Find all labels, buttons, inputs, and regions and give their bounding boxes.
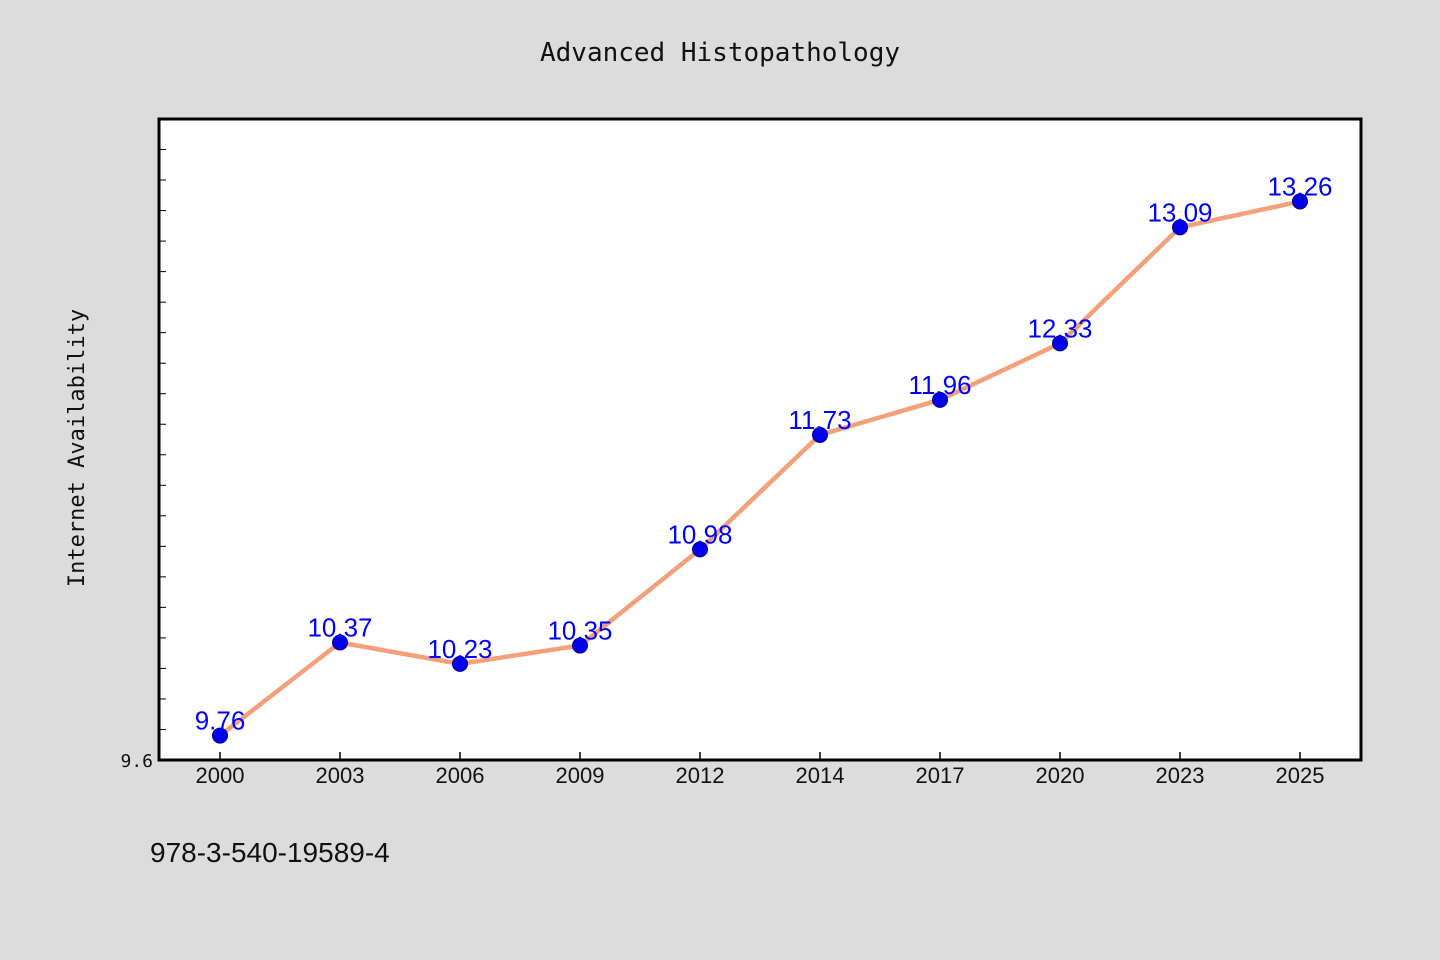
- data-labels: 9.76 10.37 10.23 10.35 10.98 11.73 11.96 12.33 1…: [195, 171, 1333, 735]
- data-label: 11.73: [788, 405, 851, 435]
- data-point: [572, 637, 588, 654]
- x-tick-label: 2014: [796, 763, 845, 788]
- data-point: [1172, 219, 1188, 236]
- x-tick-label: 2003: [316, 763, 365, 788]
- series-line: [217, 199, 1303, 738]
- data-label: 10.37: [307, 612, 372, 642]
- x-tick-labels: 2000 2003 2006 2009 2012 2014 2017 2020 2023 2025: [196, 763, 1325, 788]
- x-tick-label: 2025: [1276, 763, 1325, 788]
- data-label: 10.35: [547, 616, 612, 646]
- series-line-group: [217, 199, 1303, 738]
- data-point: [212, 727, 228, 744]
- chart-title: Advanced Histopathology: [540, 38, 900, 68]
- data-label: 11.96: [908, 370, 971, 400]
- data-label: 9.76: [195, 706, 246, 736]
- x-tick-label: 2020: [1036, 763, 1085, 788]
- x-tick-label: 2012: [676, 763, 725, 788]
- y-tick-label: 9.6: [120, 751, 153, 772]
- data-point: [1292, 193, 1308, 210]
- x-tick-label: 2000: [196, 763, 245, 788]
- data-points: [212, 193, 1308, 744]
- x-tick-label: 2006: [436, 763, 485, 788]
- data-label: 13.09: [1147, 197, 1212, 227]
- data-label: 10.23: [427, 634, 492, 664]
- plot-frame: [157, 117, 1363, 762]
- data-point: [932, 391, 948, 408]
- data-label: 12.33: [1027, 313, 1092, 343]
- x-tick-label: 2009: [556, 763, 605, 788]
- data-point: [812, 426, 828, 443]
- x-tick-label: 2023: [1156, 763, 1205, 788]
- data-label: 10.98: [667, 519, 732, 549]
- y-axis-label: Internet Availability: [65, 309, 90, 587]
- data-point: [692, 541, 708, 558]
- data-point: [1052, 335, 1068, 352]
- data-label: 13.26: [1267, 171, 1332, 201]
- data-point: [332, 634, 348, 651]
- x-tick-label: 2017: [916, 763, 965, 788]
- isbn-footer: 978-3-540-19589-4: [150, 837, 390, 868]
- plot-area: [159, 119, 1361, 760]
- data-point: [452, 655, 468, 672]
